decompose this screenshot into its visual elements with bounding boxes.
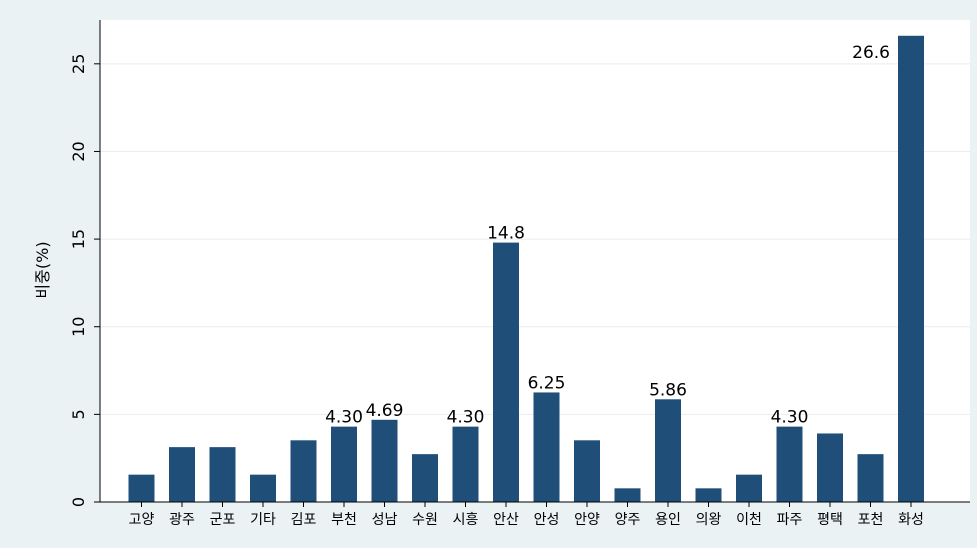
bar-8 — [412, 454, 438, 502]
bar-11 — [533, 392, 560, 502]
data-label: 26.6 — [852, 43, 890, 63]
y-tick-label: 10 — [69, 317, 88, 337]
bar-16 — [736, 474, 762, 502]
x-tick-label: 군포 — [210, 512, 236, 528]
y-tick-label: 15 — [69, 229, 88, 249]
data-label: 4.69 — [366, 401, 404, 421]
bar-13 — [614, 488, 641, 502]
x-tick-label: 평택 — [817, 512, 843, 528]
bar-9 — [452, 426, 479, 502]
bar-6 — [331, 426, 357, 502]
bar-19 — [857, 454, 884, 502]
data-label: 4.30 — [447, 408, 485, 428]
y-tick-label: 25 — [69, 54, 88, 74]
y-axis-ticks: 0 5 10 15 20 25 — [69, 54, 100, 507]
bar-17 — [776, 426, 803, 502]
x-tick-label: 의왕 — [696, 512, 722, 528]
x-tick-label: 기타 — [250, 512, 276, 528]
data-label: 6.25 — [528, 373, 566, 393]
bar-1 — [128, 474, 155, 502]
y-tick-label: 0 — [69, 497, 88, 507]
y-tick-label: 20 — [69, 141, 88, 161]
y-tick-label: 5 — [69, 409, 88, 419]
x-tick-label: 안양 — [574, 512, 600, 528]
x-tick-label: 양주 — [615, 512, 641, 528]
bar-20 — [898, 35, 924, 503]
bar-15 — [695, 488, 722, 502]
bar-14 — [655, 399, 681, 502]
y-axis-label: 비중(%) — [33, 241, 52, 298]
x-tick-label: 이천 — [736, 512, 762, 528]
x-axis-ticks: 고양 광주 군포 기타 김포 부천 성남 수원 시흥 안산 안성 안양 양주 용인 의왕 이천 파주 평택 포천 화성 — [129, 502, 924, 528]
x-tick-label: 안산 — [493, 512, 519, 528]
x-tick-label: 성남 — [372, 512, 398, 528]
bar-3 — [209, 447, 236, 502]
bar-18 — [817, 433, 843, 502]
x-tick-label: 고양 — [129, 512, 155, 528]
x-tick-label: 포천 — [858, 512, 884, 528]
data-label: 5.86 — [649, 380, 687, 400]
x-tick-label: 광주 — [169, 512, 195, 528]
bar-4 — [250, 474, 276, 502]
bar-2 — [169, 447, 195, 502]
x-tick-label: 김포 — [291, 512, 317, 528]
x-tick-label: 시흥 — [453, 512, 479, 528]
x-tick-label: 안성 — [534, 512, 560, 528]
x-tick-label: 부천 — [331, 512, 357, 528]
data-label: 4.30 — [325, 408, 363, 428]
data-label: 14.8 — [487, 224, 525, 244]
bar-7 — [371, 419, 398, 502]
x-tick-label: 수원 — [412, 512, 438, 528]
x-tick-label: 용인 — [655, 512, 681, 528]
bar-10 — [493, 242, 519, 502]
data-label: 4.30 — [771, 408, 809, 428]
x-tick-label: 화성 — [898, 512, 924, 528]
x-tick-label: 파주 — [777, 512, 803, 528]
bar-12 — [574, 440, 600, 502]
bar-5 — [290, 440, 317, 502]
bars — [128, 35, 924, 503]
